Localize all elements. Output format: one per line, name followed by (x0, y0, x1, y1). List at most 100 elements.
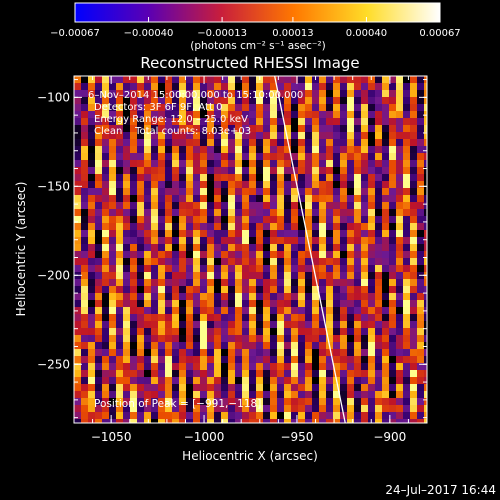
heatmap-cell (242, 328, 250, 336)
heatmap-cell (347, 300, 355, 308)
heatmap-cell (270, 370, 278, 378)
heatmap-cell (172, 97, 180, 105)
heatmap-cell (249, 279, 257, 287)
heatmap-cell (88, 195, 96, 203)
heatmap-cell (305, 251, 313, 259)
heatmap-cell (410, 279, 418, 287)
heatmap-cell (263, 258, 271, 266)
heatmap-cell (354, 202, 362, 210)
heatmap-cell (403, 384, 411, 392)
heatmap-cell (228, 258, 236, 266)
heatmap-cell (200, 293, 208, 301)
heatmap-cell (396, 160, 404, 168)
heatmap-cell (186, 188, 194, 196)
heatmap-cell (375, 321, 383, 329)
heatmap-cell (298, 314, 306, 322)
heatmap-cell (228, 307, 236, 315)
heatmap-cell (207, 97, 215, 105)
heatmap-cell (368, 90, 376, 98)
heatmap-cell (123, 370, 131, 378)
heatmap-cell (179, 167, 187, 175)
heatmap-cell (354, 286, 362, 294)
heatmap-cell (102, 335, 110, 343)
heatmap-cell (88, 293, 96, 301)
heatmap-cell (242, 139, 250, 147)
heatmap-cell (410, 342, 418, 350)
heatmap-cell (291, 251, 299, 259)
heatmap-cell (270, 97, 278, 105)
heatmap-cell (221, 216, 229, 224)
heatmap-cell (424, 167, 427, 175)
heatmap-cell (389, 265, 397, 273)
heatmap-cell (144, 90, 152, 98)
heatmap-cell (382, 405, 390, 413)
heatmap-cell (130, 223, 138, 231)
heatmap-cell (291, 104, 299, 112)
heatmap-cell (179, 237, 187, 245)
heatmap-cell (172, 76, 180, 84)
heatmap-cell (312, 335, 320, 343)
heatmap-cell (221, 118, 229, 126)
heatmap-cell (207, 328, 215, 336)
heatmap-cell (256, 335, 264, 343)
heatmap-cell (347, 125, 355, 133)
heatmap-cell (347, 167, 355, 175)
heatmap-cell (158, 146, 166, 154)
heatmap-cell (235, 90, 243, 98)
heatmap-cell (340, 272, 348, 280)
heatmap-cell (130, 328, 138, 336)
heatmap-cell (277, 76, 285, 84)
heatmap-cell (207, 342, 215, 350)
heatmap-cell (256, 132, 264, 140)
heatmap-cell (214, 335, 222, 343)
heatmap-cell (242, 307, 250, 315)
heatmap-cell (151, 272, 159, 280)
heatmap-cell (270, 132, 278, 140)
heatmap-cell (214, 349, 222, 357)
heatmap-cell (382, 279, 390, 287)
heatmap-cell (144, 111, 152, 119)
heatmap-cell (277, 118, 285, 126)
heatmap-cell (389, 314, 397, 322)
heatmap-cell (102, 307, 110, 315)
heatmap-cell (228, 118, 236, 126)
heatmap-cell (179, 97, 187, 105)
heatmap-cell (74, 391, 82, 399)
heatmap-cell (319, 97, 327, 105)
heatmap-cell (123, 167, 131, 175)
heatmap-cell (207, 405, 215, 413)
heatmap-cell (305, 202, 313, 210)
heatmap-cell (256, 97, 264, 105)
heatmap-cell (326, 363, 334, 371)
heatmap-cell (74, 90, 82, 98)
heatmap-cell (319, 174, 327, 182)
heatmap-cell (172, 167, 180, 175)
heatmap-cell (158, 111, 166, 119)
heatmap-cell (200, 167, 208, 175)
heatmap-cell (333, 181, 341, 189)
heatmap-cell (340, 356, 348, 364)
heatmap-cell (123, 293, 131, 301)
heatmap-cell (319, 279, 327, 287)
heatmap-cell (263, 209, 271, 217)
heatmap-cell (305, 286, 313, 294)
heatmap-cell (389, 279, 397, 287)
heatmap-cell (151, 146, 159, 154)
heatmap-cell (116, 174, 124, 182)
heatmap-cell (165, 174, 173, 182)
heatmap-cell (249, 370, 257, 378)
heatmap-cell (207, 279, 215, 287)
heatmap-cell (333, 195, 341, 203)
heatmap-cell (396, 286, 404, 294)
heatmap-cell (396, 419, 404, 423)
heatmap-cell (305, 349, 313, 357)
heatmap-cell (347, 146, 355, 154)
heatmap-cell (354, 321, 362, 329)
heatmap-cell (347, 258, 355, 266)
heatmap-cell (235, 230, 243, 238)
heatmap-cell (74, 258, 82, 266)
heatmap-cell (242, 391, 250, 399)
heatmap-cell (368, 265, 376, 273)
heatmap-cell (179, 76, 187, 84)
heatmap-cell (333, 300, 341, 308)
